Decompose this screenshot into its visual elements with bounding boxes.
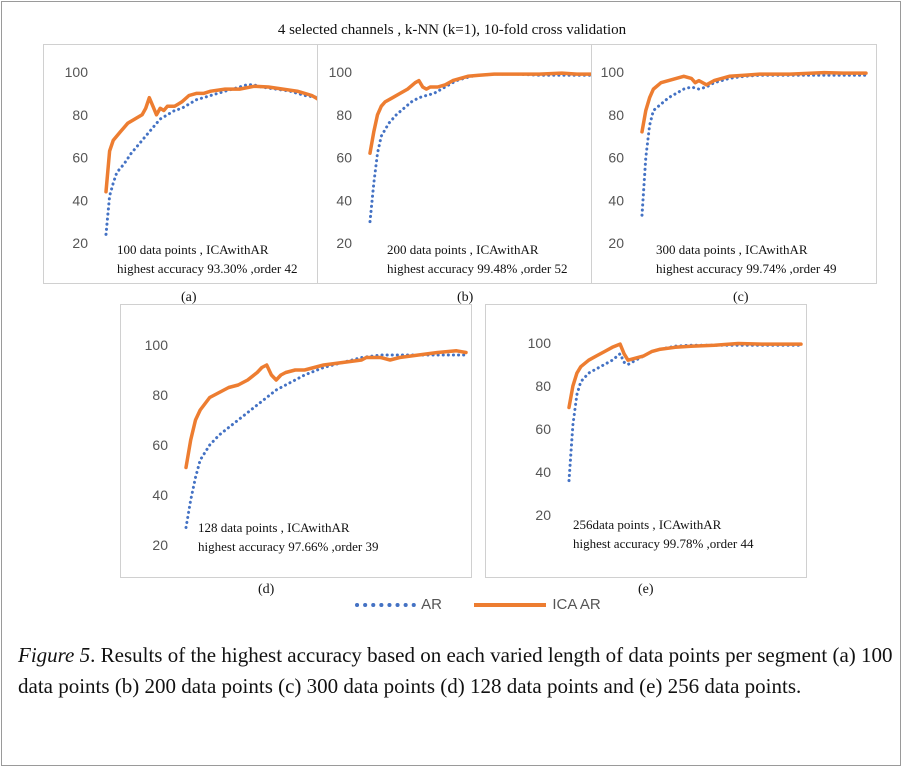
chart-d-ytick-20: 20 bbox=[152, 537, 168, 553]
annotation-b-line2: highest accuracy 99.48% ,order 52 bbox=[387, 261, 568, 276]
chart-c-ytick-80: 80 bbox=[608, 107, 624, 123]
annotation-e-line2: highest accuracy 99.78% ,order 44 bbox=[573, 536, 754, 551]
annotation-b-line1: 200 data points , ICAwithAR bbox=[387, 242, 539, 257]
chart-d-ytick-100: 100 bbox=[145, 337, 169, 353]
chart-a-series-ar-line bbox=[104, 83, 321, 236]
annotation-c: 300 data points , ICAwithAR highest accu… bbox=[656, 240, 837, 278]
figure-caption: Figure 5. Results of the highest accurac… bbox=[18, 640, 893, 702]
legend: AR ICA AR bbox=[355, 595, 601, 615]
annotation-b: 200 data points , ICAwithAR highest accu… bbox=[387, 240, 568, 278]
chart-d-series-ica-ar-line bbox=[184, 349, 468, 470]
chart-a-ytick-80: 80 bbox=[72, 107, 88, 123]
annotation-e-line1: 256data points , ICAwithAR bbox=[573, 517, 722, 532]
chart-d: 20 40 60 80 100 bbox=[120, 304, 472, 578]
annotation-c-line2: highest accuracy 99.74% ,order 49 bbox=[656, 261, 837, 276]
chart-b-ytick-100: 100 bbox=[329, 64, 353, 80]
panel-label-e: (e) bbox=[638, 582, 654, 597]
legend-ica-ar-label: ICA AR bbox=[552, 595, 601, 613]
chart-d-ytick-60: 60 bbox=[152, 437, 168, 453]
chart-c-series-ica-ar-line bbox=[640, 70, 868, 134]
annotation-a: 100 data points , ICAwithAR highest accu… bbox=[117, 240, 298, 278]
caption-text: . Results of the highest accuracy based … bbox=[18, 643, 893, 698]
chart-e-ytick-100: 100 bbox=[528, 335, 552, 351]
chart-e-svg: 20 40 60 80 100 bbox=[528, 335, 803, 523]
chart-a-ytick-40: 40 bbox=[72, 192, 88, 208]
chart-b-series-ica-ar-line bbox=[368, 71, 594, 155]
chart-b-ytick-60: 60 bbox=[336, 150, 352, 166]
chart-c: 20 40 60 80 100 bbox=[591, 44, 877, 284]
caption-figure-label: Figure 5 bbox=[18, 643, 91, 667]
chart-c-svg: 20 40 60 80 100 bbox=[601, 64, 868, 251]
chart-d-ytick-40: 40 bbox=[152, 487, 168, 503]
annotation-d-line1: 128 data points , ICAwithAR bbox=[198, 520, 350, 535]
annotation-e: 256data points , ICAwithAR highest accur… bbox=[573, 515, 754, 553]
chart-c-ytick-100: 100 bbox=[601, 64, 625, 80]
annotation-a-line2: highest accuracy 93.30% ,order 42 bbox=[117, 261, 298, 276]
annotation-d: 128 data points , ICAwithAR highest accu… bbox=[198, 518, 379, 556]
chart-b-ytick-80: 80 bbox=[336, 107, 352, 123]
chart-c-ytick-40: 40 bbox=[608, 192, 624, 208]
legend-ar-swatch bbox=[355, 596, 417, 613]
panel-label-c: (c) bbox=[733, 290, 749, 305]
annotation-c-line1: 300 data points , ICAwithAR bbox=[656, 242, 808, 257]
chart-e-ytick-20: 20 bbox=[535, 507, 551, 523]
chart-b-ytick-40: 40 bbox=[336, 192, 352, 208]
chart-e-ytick-80: 80 bbox=[535, 378, 551, 394]
chart-e: 20 40 60 80 100 bbox=[485, 304, 807, 578]
panel-label-d: (d) bbox=[258, 582, 275, 597]
chart-d-series-ar-line bbox=[184, 353, 468, 529]
chart-a-ytick-60: 60 bbox=[72, 150, 88, 166]
chart-a-svg: 20 40 60 80 100 bbox=[65, 64, 321, 251]
chart-c-ytick-20: 20 bbox=[608, 235, 624, 251]
chart-b-ytick-20: 20 bbox=[336, 235, 352, 251]
chart-e-ytick-40: 40 bbox=[535, 464, 551, 480]
legend-ica-ar-swatch bbox=[474, 596, 548, 613]
chart-b-svg: 20 40 60 80 100 bbox=[329, 64, 594, 251]
panel-label-a: (a) bbox=[181, 290, 197, 305]
chart-e-series-ica-ar-line bbox=[567, 341, 803, 410]
chart-d-svg: 20 40 60 80 100 bbox=[145, 337, 468, 553]
chart-d-ytick-80: 80 bbox=[152, 387, 168, 403]
chart-e-series-ar-line bbox=[567, 343, 803, 483]
annotation-a-line1: 100 data points , ICAwithAR bbox=[117, 242, 269, 257]
chart-a: 20 40 60 80 100 bbox=[43, 44, 327, 284]
chart-a-ytick-100: 100 bbox=[65, 64, 89, 80]
chart-e-ytick-60: 60 bbox=[535, 421, 551, 437]
chart-a-series-ica-ar-line bbox=[104, 84, 321, 194]
chart-b: 20 40 60 80 100 bbox=[317, 44, 600, 284]
annotation-d-line2: highest accuracy 97.66% ,order 39 bbox=[198, 539, 379, 554]
chart-a-ytick-20: 20 bbox=[72, 235, 88, 251]
panel-label-b: (b) bbox=[457, 290, 474, 305]
chart-c-ytick-60: 60 bbox=[608, 150, 624, 166]
figure-title: 4 selected channels , k-NN (k=1), 10-fol… bbox=[277, 22, 627, 38]
chart-c-series-ar-line bbox=[640, 73, 868, 217]
legend-ar-label: AR bbox=[421, 595, 443, 613]
chart-b-series-ar-line bbox=[368, 72, 594, 224]
